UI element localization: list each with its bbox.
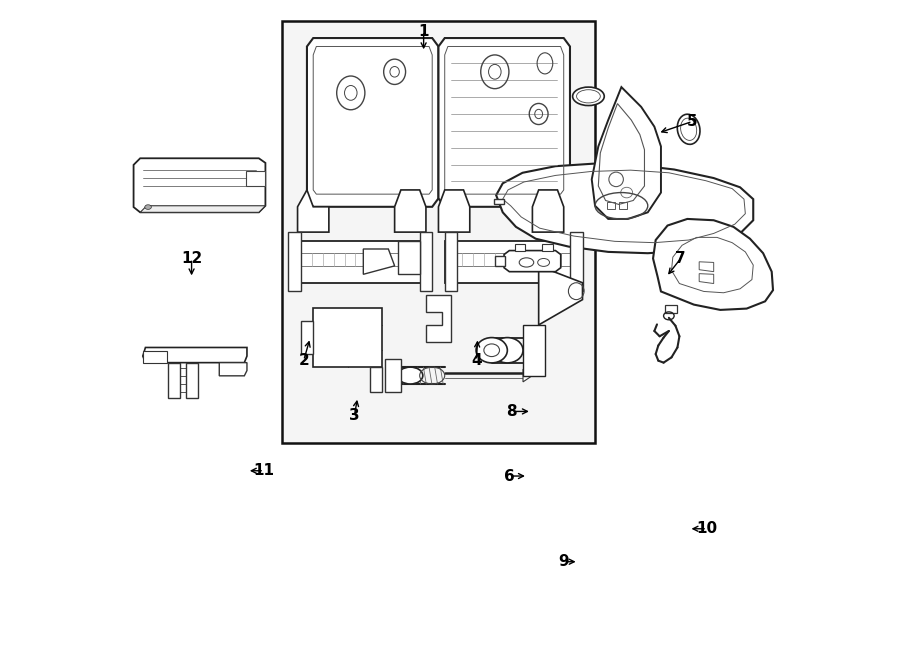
Text: 2: 2 bbox=[298, 353, 309, 368]
Polygon shape bbox=[294, 240, 432, 283]
Polygon shape bbox=[438, 38, 570, 207]
Ellipse shape bbox=[476, 338, 508, 363]
Polygon shape bbox=[493, 199, 504, 205]
Polygon shape bbox=[504, 251, 561, 271]
Polygon shape bbox=[143, 351, 166, 363]
Text: 6: 6 bbox=[504, 469, 515, 483]
Polygon shape bbox=[665, 305, 677, 312]
Text: 9: 9 bbox=[558, 554, 569, 569]
Polygon shape bbox=[539, 266, 582, 325]
Text: 4: 4 bbox=[471, 353, 482, 368]
Bar bbox=[282, 21, 595, 443]
Text: 10: 10 bbox=[697, 521, 717, 536]
Polygon shape bbox=[496, 164, 753, 253]
Text: 8: 8 bbox=[506, 404, 517, 419]
Ellipse shape bbox=[145, 205, 151, 209]
Polygon shape bbox=[419, 232, 432, 291]
Polygon shape bbox=[364, 249, 394, 274]
Polygon shape bbox=[570, 232, 582, 291]
Polygon shape bbox=[445, 232, 457, 291]
Ellipse shape bbox=[398, 367, 423, 384]
Polygon shape bbox=[543, 244, 553, 251]
Polygon shape bbox=[653, 219, 773, 310]
Polygon shape bbox=[301, 320, 313, 354]
Polygon shape bbox=[523, 369, 533, 382]
Polygon shape bbox=[298, 190, 328, 232]
Polygon shape bbox=[143, 348, 247, 363]
Polygon shape bbox=[515, 244, 526, 251]
Polygon shape bbox=[495, 256, 506, 266]
Text: 7: 7 bbox=[675, 251, 686, 266]
Polygon shape bbox=[168, 363, 180, 399]
Polygon shape bbox=[533, 190, 563, 232]
Polygon shape bbox=[133, 158, 266, 213]
Polygon shape bbox=[370, 367, 382, 393]
Text: 12: 12 bbox=[181, 251, 202, 266]
Polygon shape bbox=[385, 359, 400, 393]
Polygon shape bbox=[398, 240, 419, 274]
Polygon shape bbox=[186, 363, 198, 399]
Polygon shape bbox=[591, 87, 661, 219]
Polygon shape bbox=[438, 190, 470, 232]
Ellipse shape bbox=[572, 87, 604, 105]
Polygon shape bbox=[307, 38, 438, 207]
Text: 5: 5 bbox=[688, 114, 698, 129]
Polygon shape bbox=[288, 232, 301, 291]
Polygon shape bbox=[394, 190, 426, 232]
Polygon shape bbox=[426, 295, 451, 342]
Text: 3: 3 bbox=[349, 408, 360, 423]
Polygon shape bbox=[140, 206, 266, 213]
Polygon shape bbox=[246, 171, 266, 186]
Text: 1: 1 bbox=[418, 24, 429, 38]
Ellipse shape bbox=[491, 338, 523, 363]
Text: 11: 11 bbox=[254, 463, 274, 478]
Ellipse shape bbox=[678, 115, 700, 144]
Polygon shape bbox=[445, 240, 582, 283]
Polygon shape bbox=[220, 363, 247, 376]
Polygon shape bbox=[313, 308, 382, 367]
Polygon shape bbox=[523, 325, 544, 375]
